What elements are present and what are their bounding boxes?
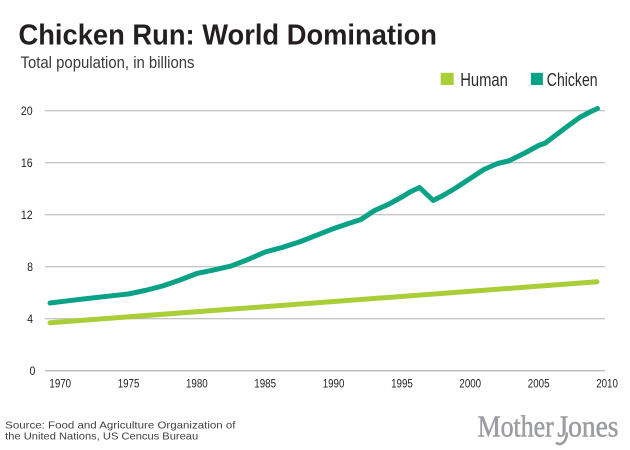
svg-text:1985: 1985 — [254, 377, 276, 391]
svg-text:2010: 2010 — [596, 377, 618, 391]
svg-text:Human: Human — [460, 69, 508, 90]
svg-text:0: 0 — [30, 364, 36, 378]
svg-text:the United Nations, US Cencus: the United Nations, US Cencus Bureau — [5, 431, 198, 443]
svg-text:1975: 1975 — [118, 377, 140, 391]
svg-text:1995: 1995 — [391, 377, 413, 391]
svg-text:8: 8 — [27, 260, 33, 274]
svg-text:1980: 1980 — [186, 377, 208, 391]
svg-text:4: 4 — [27, 312, 33, 326]
svg-text:2000: 2000 — [459, 377, 481, 391]
svg-text:20: 20 — [21, 104, 33, 118]
svg-text:Chicken: Chicken — [547, 69, 598, 90]
svg-text:2005: 2005 — [528, 377, 550, 391]
svg-text:16: 16 — [21, 156, 33, 170]
svg-text:Mother: Mother — [478, 409, 555, 444]
svg-text:Source: Food and Agriculture O: Source: Food and Agriculture Organizatio… — [5, 420, 235, 432]
svg-text:1970: 1970 — [49, 377, 71, 391]
svg-text:12: 12 — [21, 208, 33, 222]
svg-text:Chicken Run: World Domination: Chicken Run: World Domination — [19, 19, 438, 51]
svg-text:Total population, in billions: Total population, in billions — [21, 53, 195, 72]
svg-text:Jones: Jones — [557, 409, 618, 444]
svg-text:1990: 1990 — [323, 377, 345, 391]
